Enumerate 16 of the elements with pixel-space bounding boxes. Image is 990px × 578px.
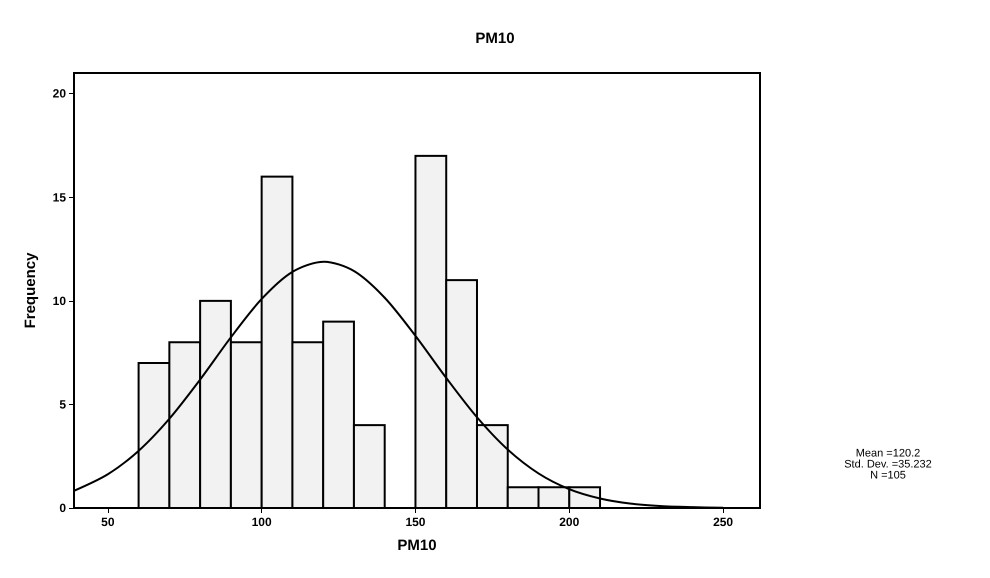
x-tick-label: 150 <box>405 515 426 529</box>
x-tick-label: 250 <box>713 515 734 529</box>
y-tick-label: 15 <box>52 190 66 204</box>
y-tick-label: 0 <box>59 501 66 515</box>
x-tick-label: 50 <box>101 515 115 529</box>
x-tick-label: 100 <box>252 515 272 529</box>
x-tick-label: 200 <box>559 515 580 529</box>
y-axis-title: Frequency <box>22 252 39 328</box>
chart-title: PM10 <box>475 30 515 47</box>
text: N =105 <box>870 470 906 482</box>
text: Std. Dev. =35.232 <box>844 458 932 470</box>
y-tick-label: 10 <box>52 294 66 308</box>
y-tick-label: 5 <box>59 397 66 412</box>
y-tick-label: 20 <box>52 86 66 101</box>
x-axis-title: PM10 <box>397 537 437 554</box>
text: Mean =120.2 <box>856 448 920 460</box>
